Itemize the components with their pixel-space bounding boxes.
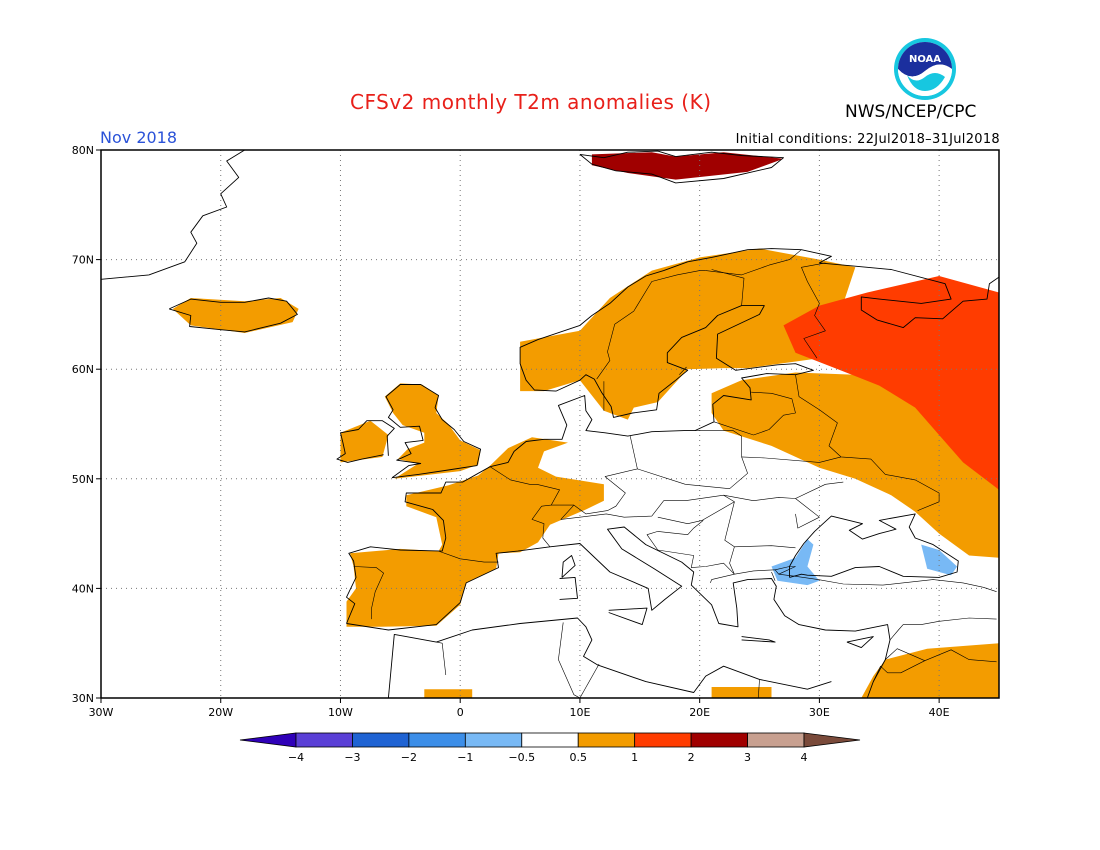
anomaly-region-russia-northwest [783, 276, 999, 490]
lat-tick-label: 70N [72, 254, 94, 267]
anomaly-region-greece-south [711, 687, 772, 698]
anomaly-region-levant [861, 643, 999, 698]
colorbar-box [747, 732, 805, 748]
coastline [846, 636, 874, 649]
anomaly-region-scandinavia [520, 248, 880, 420]
country-border [646, 520, 735, 575]
colorbar-tick-label: −4 [288, 751, 304, 764]
axis-ticks: 30W 20W 10W 0 10E 20E 30E 40E 30N 40N 50N 60N 70N 80N [72, 144, 950, 719]
country-border [795, 481, 844, 499]
colorbar: −4 −3 −2 −1 −0.5 0.5 1 2 3 4 [239, 732, 861, 764]
coastline [579, 150, 784, 184]
coastline [559, 576, 578, 600]
colorbar-tick-label: −2 [401, 751, 417, 764]
anomaly-region-ireland [340, 420, 389, 463]
colorbar-high-arrow [803, 732, 861, 748]
colorbar-low-arrow [239, 732, 297, 748]
colorbar-tick-label: −0.5 [508, 751, 535, 764]
lon-tick-label: 20W [208, 706, 233, 719]
country-border [679, 366, 687, 375]
colorbar-box [634, 732, 692, 748]
country-border [713, 391, 796, 436]
colorbar-box [295, 732, 353, 748]
country-border [724, 501, 796, 549]
colorbar-tick-label: 1 [631, 751, 638, 764]
lon-tick-label: 40E [929, 706, 950, 719]
country-border [795, 374, 940, 511]
colorbar-box [352, 732, 410, 748]
colorbar-tick-label: −1 [457, 751, 473, 764]
coastline [789, 513, 959, 578]
coastline [336, 420, 395, 463]
organization-label: NWS/NCEP/CPC [845, 102, 977, 122]
lon-tick-label: 30E [809, 706, 830, 719]
lat-tick-label: 30N [72, 692, 94, 705]
anomaly-region-balkan-cool [771, 539, 820, 586]
country-border [711, 269, 745, 306]
country-border [710, 573, 735, 584]
colorbar-tick-label: 2 [688, 751, 695, 764]
country-border [596, 270, 706, 380]
country-border [353, 566, 384, 620]
colorbar-box [690, 732, 748, 748]
anomaly-fill-layer [172, 152, 999, 698]
country-border [885, 648, 997, 663]
colorbar-box [408, 732, 466, 748]
colorbar-box [521, 732, 579, 748]
lat-tick-label: 40N [72, 582, 94, 595]
noaa-logo-icon: NOAA [894, 38, 956, 100]
country-border [873, 660, 925, 682]
coastline [101, 150, 245, 280]
coastline [385, 384, 482, 479]
country-border [741, 456, 842, 463]
country-border [436, 641, 447, 676]
lon-tick-label: 0 [457, 706, 464, 719]
country-border [889, 617, 997, 641]
lon-tick-label: 10E [569, 706, 590, 719]
map-frame [100, 149, 1000, 699]
colorbar-tick-label: −3 [344, 751, 360, 764]
country-border [778, 573, 997, 592]
border-layer [353, 249, 997, 698]
lon-tick-label: 20E [689, 706, 710, 719]
initial-conditions: Initial conditions: 22Jul2018–31Jul2018 [735, 132, 1000, 147]
lon-tick-label: 10W [328, 706, 353, 719]
chart-title: CFSv2 monthly T2m anomalies (K) [350, 90, 712, 114]
country-border [637, 430, 748, 490]
coastline [561, 555, 576, 578]
country-border [705, 249, 802, 276]
lat-tick-label: 50N [72, 473, 94, 486]
coastline [608, 607, 648, 626]
country-border [438, 550, 499, 563]
forecast-month: Nov 2018 [100, 128, 178, 147]
anomaly-region-iceland [172, 298, 299, 333]
country-border [723, 494, 820, 529]
country-border [801, 262, 826, 359]
anomaly-region-western-europe [346, 437, 604, 627]
country-border [560, 494, 735, 525]
logo-text: NOAA [909, 54, 941, 65]
anomaly-region-britain [384, 383, 481, 479]
anomaly-region-north-africa [424, 689, 473, 698]
country-border [775, 566, 796, 571]
colorbar-box [464, 732, 523, 748]
lon-tick-label: 30W [89, 706, 114, 719]
anomaly-region-black-sea-east-cool [921, 544, 958, 576]
colorbar-box [577, 732, 636, 748]
lat-tick-label: 80N [72, 144, 94, 157]
lat-tick-label: 60N [72, 363, 94, 376]
country-border [771, 571, 776, 581]
coastline [741, 636, 776, 643]
country-border [758, 679, 760, 698]
coastline [169, 297, 298, 333]
colorbar-tick-label: 3 [744, 751, 751, 764]
colorbar-tick-label: 4 [801, 751, 808, 764]
coastline [387, 617, 832, 698]
colorbar-tick-label: 0.5 [569, 751, 587, 764]
country-border [558, 622, 581, 698]
country-border [579, 663, 600, 698]
coastline [346, 526, 891, 698]
country-border [551, 436, 638, 515]
